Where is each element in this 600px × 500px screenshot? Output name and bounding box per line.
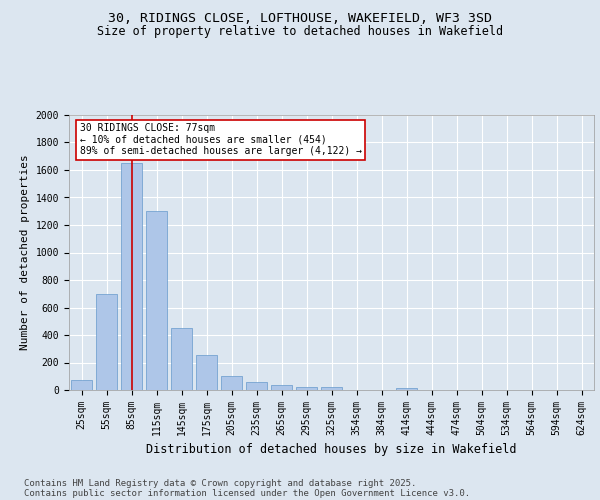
Text: Contains public sector information licensed under the Open Government Licence v3: Contains public sector information licen… xyxy=(24,488,470,498)
Bar xyxy=(246,382,267,390)
Text: Size of property relative to detached houses in Wakefield: Size of property relative to detached ho… xyxy=(97,25,503,38)
Bar xyxy=(96,294,117,390)
Bar xyxy=(121,163,142,390)
Bar xyxy=(296,386,317,390)
Bar xyxy=(146,211,167,390)
Text: 30 RIDINGS CLOSE: 77sqm
← 10% of detached houses are smaller (454)
89% of semi-d: 30 RIDINGS CLOSE: 77sqm ← 10% of detache… xyxy=(79,123,361,156)
Text: Contains HM Land Registry data © Crown copyright and database right 2025.: Contains HM Land Registry data © Crown c… xyxy=(24,478,416,488)
X-axis label: Distribution of detached houses by size in Wakefield: Distribution of detached houses by size … xyxy=(146,444,517,456)
Bar xyxy=(171,328,192,390)
Bar xyxy=(71,380,92,390)
Bar xyxy=(396,388,417,390)
Bar xyxy=(271,385,292,390)
Y-axis label: Number of detached properties: Number of detached properties xyxy=(20,154,30,350)
Bar xyxy=(321,387,342,390)
Bar xyxy=(196,355,217,390)
Bar xyxy=(221,376,242,390)
Text: 30, RIDINGS CLOSE, LOFTHOUSE, WAKEFIELD, WF3 3SD: 30, RIDINGS CLOSE, LOFTHOUSE, WAKEFIELD,… xyxy=(108,12,492,26)
